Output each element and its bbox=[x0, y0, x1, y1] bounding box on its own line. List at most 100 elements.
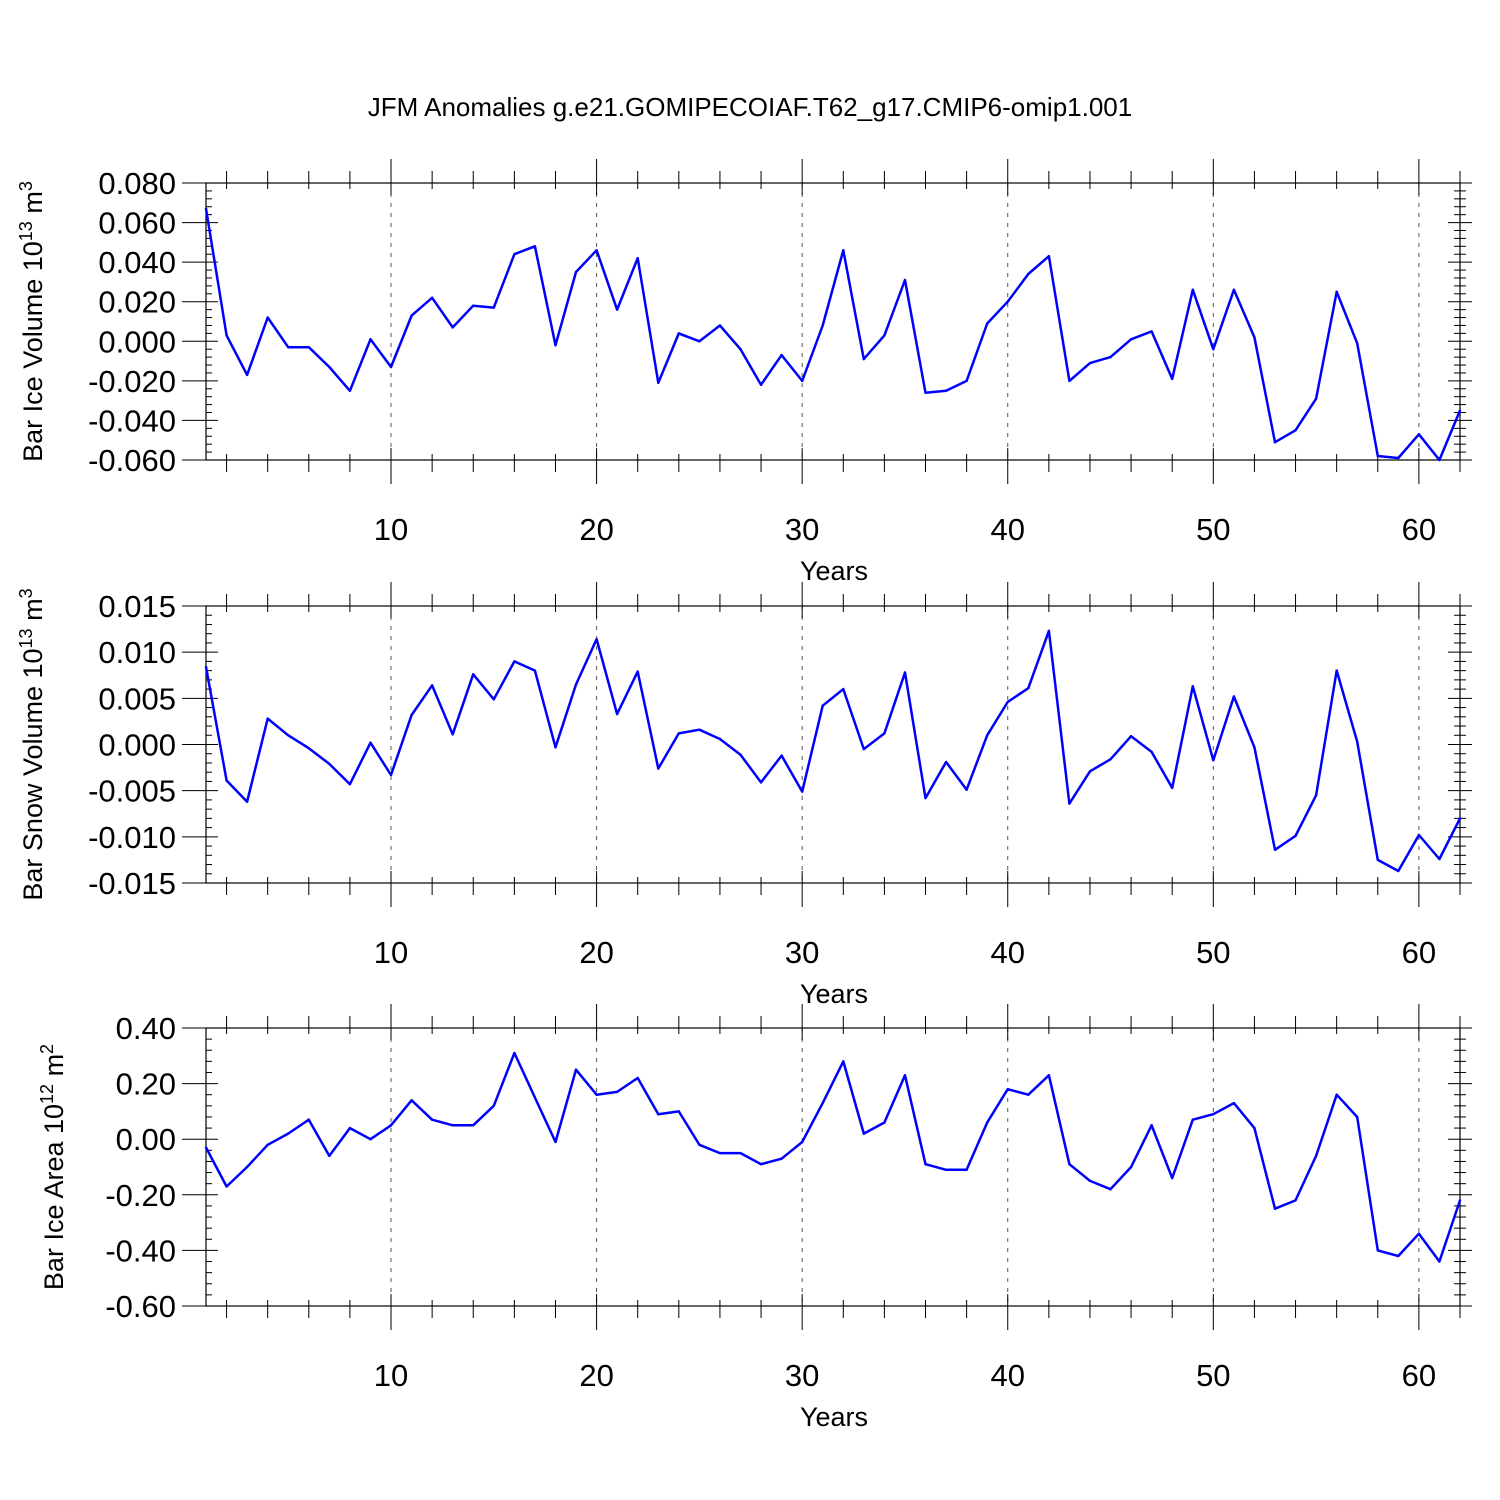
y-tick-label: -0.020 bbox=[88, 364, 176, 399]
data-point bbox=[554, 344, 557, 347]
data-point bbox=[1109, 355, 1112, 359]
x-tick-label: 20 bbox=[579, 1358, 613, 1393]
data-point bbox=[759, 1163, 763, 1166]
chart-panel-1: 0.080 0.060 0.040 0.020 0.000 -0.020 -0.040 -0.… bbox=[16, 159, 1472, 586]
data-point bbox=[965, 788, 968, 791]
data-point bbox=[1191, 685, 1194, 688]
data-point bbox=[985, 322, 989, 325]
x-tick-label: 50 bbox=[1196, 935, 1230, 970]
data-point bbox=[1006, 1087, 1009, 1091]
data-point bbox=[574, 1068, 578, 1071]
data-point bbox=[944, 1168, 948, 1171]
data-point bbox=[513, 253, 516, 256]
y-tick-label: 0.000 bbox=[98, 728, 176, 763]
data-point bbox=[1088, 1179, 1092, 1183]
data-point bbox=[1397, 869, 1400, 873]
data-point bbox=[1356, 342, 1359, 345]
data-point bbox=[472, 673, 475, 676]
data-point bbox=[883, 334, 886, 337]
data-point bbox=[554, 746, 557, 749]
data-point bbox=[1294, 834, 1297, 838]
data-point bbox=[1253, 1126, 1256, 1130]
data-point bbox=[1417, 433, 1421, 436]
data-point bbox=[266, 717, 269, 720]
data-point bbox=[800, 379, 804, 383]
data-point bbox=[389, 773, 393, 777]
data-point bbox=[307, 346, 310, 349]
data-point bbox=[1027, 272, 1030, 276]
y-tick-label: -0.005 bbox=[88, 774, 176, 809]
data-point bbox=[492, 306, 496, 309]
x-axis-label: Years bbox=[800, 979, 868, 1009]
data-point bbox=[1335, 290, 1338, 294]
data-point bbox=[636, 256, 639, 260]
x-tick-label: 60 bbox=[1402, 512, 1436, 547]
data-point bbox=[451, 1124, 454, 1127]
data-point bbox=[636, 670, 639, 673]
x-tick-label: 30 bbox=[785, 512, 819, 547]
data-point bbox=[369, 1138, 372, 1141]
y-tick-label: 0.080 bbox=[98, 166, 176, 201]
y-axis-label: Bar Snow Volume 1013 m3 bbox=[16, 588, 48, 900]
data-point bbox=[389, 365, 393, 369]
data-point bbox=[287, 346, 290, 349]
data-point bbox=[1109, 758, 1112, 761]
data-point bbox=[533, 669, 537, 672]
data-point bbox=[1191, 288, 1194, 292]
data-point bbox=[266, 316, 269, 319]
data-point bbox=[1047, 255, 1051, 258]
data-point bbox=[410, 1099, 413, 1102]
data-point bbox=[903, 1074, 907, 1077]
data-point bbox=[1088, 361, 1092, 365]
y-axis-label: Bar Ice Area 1012 m2 bbox=[37, 1044, 69, 1290]
x-tick-label: 50 bbox=[1196, 512, 1230, 547]
data-point bbox=[739, 1151, 742, 1155]
data-point bbox=[1212, 1112, 1215, 1116]
y-tick-label: 0.060 bbox=[98, 206, 176, 241]
data-point bbox=[1376, 1249, 1379, 1252]
data-point bbox=[348, 783, 352, 786]
x-tick-label: 20 bbox=[579, 512, 613, 547]
data-point bbox=[1109, 1188, 1112, 1191]
data-point bbox=[348, 389, 352, 392]
data-point bbox=[348, 1126, 352, 1130]
data-point bbox=[204, 1146, 208, 1149]
data-point bbox=[1068, 1163, 1071, 1166]
x-axis-label: Years bbox=[800, 556, 868, 586]
y-tick-label: -0.060 bbox=[88, 443, 176, 478]
x-tick-label: 10 bbox=[374, 512, 408, 547]
data-point bbox=[245, 373, 249, 377]
data-point bbox=[739, 348, 742, 351]
x-tick-label: 30 bbox=[785, 935, 819, 970]
plot-frame bbox=[205, 605, 1461, 884]
data-point bbox=[307, 1118, 310, 1121]
data-point bbox=[1438, 857, 1441, 861]
x-tick-label: 50 bbox=[1196, 1358, 1230, 1393]
data-point bbox=[1273, 848, 1277, 851]
data-point bbox=[1232, 695, 1236, 698]
data-point bbox=[472, 1124, 475, 1127]
data-point bbox=[307, 746, 310, 750]
data-point bbox=[903, 671, 907, 674]
data-point bbox=[1314, 794, 1318, 797]
x-axis-label: Years bbox=[800, 1402, 868, 1432]
data-point bbox=[1170, 377, 1174, 381]
data-point bbox=[883, 732, 886, 735]
data-point bbox=[389, 1124, 393, 1127]
data-point bbox=[1376, 858, 1379, 862]
data-point bbox=[698, 1143, 701, 1146]
y-tick-label: 0.40 bbox=[116, 1011, 176, 1046]
data-point bbox=[430, 296, 434, 299]
y-tick-label: -0.015 bbox=[88, 866, 176, 901]
data-point bbox=[225, 779, 228, 782]
plot-frame bbox=[205, 182, 1461, 461]
data-point bbox=[924, 1163, 927, 1166]
data-point bbox=[944, 389, 948, 392]
x-tick-label: 10 bbox=[374, 935, 408, 970]
data-point bbox=[924, 796, 927, 800]
data-point bbox=[1170, 786, 1174, 790]
data-point bbox=[225, 1185, 228, 1188]
data-point bbox=[1191, 1118, 1194, 1121]
data-point bbox=[1006, 300, 1009, 303]
